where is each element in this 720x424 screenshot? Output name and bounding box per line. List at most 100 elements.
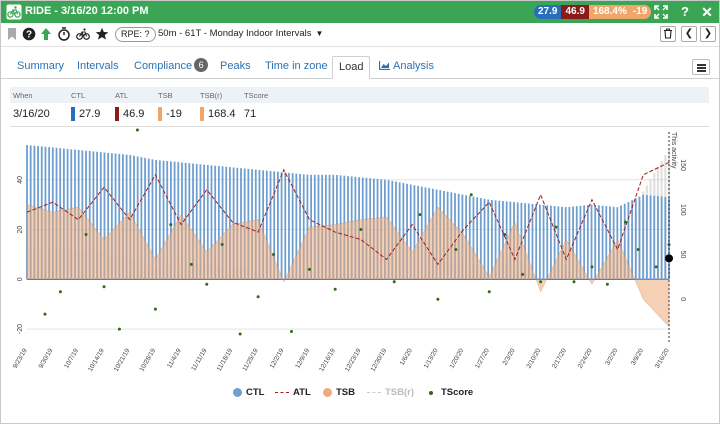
ctl-bar: [147, 158, 150, 280]
this-activity-marker: [665, 254, 673, 263]
ctl-bar: [420, 186, 423, 280]
star-icon[interactable]: [95, 27, 109, 41]
tab-peaks[interactable]: Peaks: [220, 60, 251, 72]
tscore-point: [220, 242, 224, 246]
tsb-badge: -19: [630, 5, 652, 19]
ctl-bar: [295, 173, 298, 280]
col-tsbr: TSB(r): [200, 91, 223, 100]
ctl-bar: [229, 167, 231, 280]
upload-icon[interactable]: [39, 27, 53, 41]
ctl-bar: [288, 172, 290, 280]
tscore-point: [117, 327, 121, 331]
ctl-bar: [502, 201, 504, 280]
ctl-bar: [638, 196, 641, 280]
ctl-bar: [280, 172, 283, 280]
close-icon[interactable]: ✕: [701, 4, 713, 20]
ctl-bar: [586, 205, 589, 280]
x-tick-label: 10/28/19: [138, 347, 157, 373]
ctl-bar: [472, 196, 475, 280]
ctl-bar: [524, 203, 527, 280]
ctl-bar: [479, 198, 482, 280]
legend-tsb[interactable]: TSB: [323, 387, 355, 398]
legend-tscore[interactable]: TScore: [425, 387, 473, 398]
legend-tsbr-swatch: [367, 392, 381, 393]
x-tick-label: 3/2/20: [604, 347, 619, 366]
ctl-bar: [605, 206, 608, 280]
help-icon[interactable]: ?: [681, 4, 689, 19]
ctl-bar: [612, 206, 615, 280]
load-table-header: When CTL ATL TSB TSB(r) TScore: [10, 87, 709, 103]
ctl-bar: [550, 205, 552, 280]
window-title: RIDE - 3/16/20 12:00 PM: [25, 5, 149, 17]
title-bar: RIDE - 3/16/20 12:00 PM 27.9 46.9 168.4%…: [1, 1, 719, 23]
ctl-bar: [668, 197, 670, 280]
x-tick-label: 10/21/19: [113, 347, 132, 373]
tscore-point: [307, 267, 311, 271]
bookmark-icon[interactable]: [5, 27, 19, 41]
tscore-point: [654, 265, 658, 269]
ctl-bar: [118, 153, 121, 280]
ctl-bar: [498, 200, 501, 280]
tab-intervals[interactable]: Intervals: [77, 60, 119, 72]
tab-summary[interactable]: Summary: [17, 60, 65, 72]
ctl-badge: 27.9: [534, 5, 562, 19]
ctl-bar: [620, 205, 622, 280]
legend-ctl[interactable]: CTL: [233, 387, 264, 398]
tab-analysis-label[interactable]: Analysis: [393, 60, 434, 72]
tscore-point: [418, 213, 422, 217]
tscore-point: [590, 265, 594, 269]
workout-title-text[interactable]: 50m - 61T - Monday Indoor Intervals: [158, 28, 312, 39]
x-tick-label: 12/30/19: [370, 347, 389, 373]
help-circle-icon[interactable]: ?: [22, 27, 36, 41]
tab-analysis[interactable]: Analysis: [373, 56, 440, 79]
ctl-bar: [92, 151, 95, 280]
ctl-bar: [302, 174, 305, 280]
menu-button[interactable]: [692, 59, 710, 75]
ctl-bar: [535, 204, 538, 280]
previous-button[interactable]: ❮: [681, 26, 697, 42]
tab-compliance-label[interactable]: Compliance: [134, 60, 193, 72]
ctl-bar: [527, 203, 530, 280]
x-tick-label: 3/16/20: [654, 347, 671, 370]
legend-atl[interactable]: ATL: [275, 387, 311, 398]
ctl-bar: [195, 163, 198, 280]
ctl-bar: [232, 167, 235, 280]
bike-icon[interactable]: [76, 27, 90, 41]
expand-icon[interactable]: [653, 4, 669, 20]
ctl-bar: [299, 173, 301, 280]
x-tick-label: 9/23/19: [12, 347, 29, 370]
left-axis-tick: -20: [17, 324, 24, 334]
next-button[interactable]: ❯: [700, 26, 716, 42]
ctl-bar: [96, 151, 99, 280]
ctl-bar: [269, 171, 272, 280]
tscore-point: [58, 290, 62, 294]
tab-time-in-zone[interactable]: Time in zone: [265, 60, 328, 72]
rpe-button[interactable]: RPE: ?: [115, 27, 156, 42]
stopwatch-icon[interactable]: [57, 27, 71, 41]
legend-tsbr[interactable]: TSB(r): [367, 387, 414, 398]
chevron-down-icon[interactable]: ▼: [315, 29, 324, 38]
workout-title[interactable]: 50m - 61T - Monday Indoor Intervals ▼: [158, 28, 323, 39]
x-tick-label: 2/17/20: [551, 347, 568, 370]
trash-button[interactable]: [660, 26, 676, 42]
ctl-bar: [291, 173, 294, 280]
tscore-point: [521, 272, 525, 276]
tab-compliance[interactable]: Compliance 6: [128, 56, 214, 79]
ctl-bar: [645, 195, 648, 280]
col-tsb: TSB: [158, 91, 173, 100]
ctl-bar: [476, 197, 479, 280]
x-tick-label: 11/18/19: [216, 347, 235, 372]
ctl-bar: [114, 153, 117, 280]
ctl-bar: [199, 164, 202, 280]
tscore-point: [539, 280, 543, 284]
ctl-swatch: [71, 107, 75, 121]
ctl-bar: [579, 205, 582, 280]
tab-load[interactable]: Load: [332, 56, 371, 79]
this-activity-label: This activity: [670, 132, 677, 169]
right-axis-tick: 50: [679, 251, 686, 259]
tscore-point: [256, 295, 260, 299]
row-tscore: 71: [244, 108, 257, 120]
ctl-bar: [487, 199, 490, 280]
ctl-bar: [627, 201, 630, 280]
